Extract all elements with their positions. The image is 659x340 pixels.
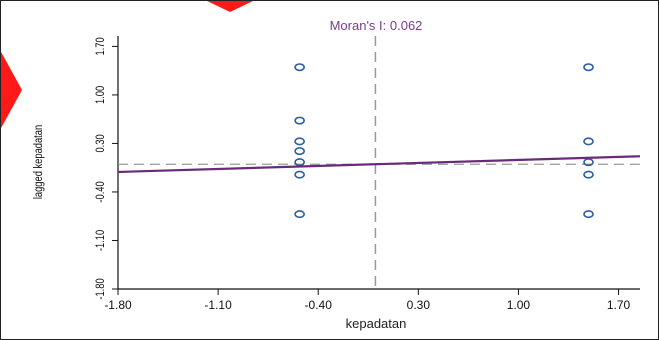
data-point: [294, 170, 305, 179]
x-tick-label: 1.70: [607, 298, 631, 312]
data-point: [294, 116, 305, 125]
x-tick-label: -1.10: [204, 298, 232, 312]
x-axis-label: kepadatan: [346, 316, 407, 331]
corner-mark-top: [205, 0, 255, 12]
y-tick-label: 0.30: [94, 134, 107, 152]
x-tick-label: 0.30: [407, 298, 431, 312]
x-tick-label: -0.40: [305, 298, 333, 312]
data-point: [294, 158, 305, 167]
y-tick-label: -1.10: [94, 230, 107, 251]
y-tick-label: -1.80: [94, 278, 107, 299]
data-point: [294, 63, 305, 72]
regression-line: [118, 155, 640, 174]
y-axis-label: lagged kepadatan: [32, 125, 45, 199]
data-point: [583, 210, 594, 219]
x-tick-label: 1.00: [507, 298, 531, 312]
y-tick-label: -0.40: [94, 181, 107, 202]
data-point: [583, 137, 594, 146]
data-point: [583, 170, 594, 179]
data-point: [583, 158, 594, 167]
chart-title: Moran's I: 0.062: [330, 18, 423, 33]
data-point: [583, 63, 594, 72]
data-points: [294, 63, 594, 219]
x-tick-label: -1.80: [104, 298, 132, 312]
x-axis-ticks: -1.80 -1.10 -0.40 0.30 1.00 1.70: [104, 289, 631, 312]
corner-mark-left: [0, 50, 22, 130]
data-point: [294, 210, 305, 219]
y-tick-label: 1.00: [94, 86, 107, 104]
data-point: [294, 137, 305, 146]
data-point: [294, 147, 305, 156]
y-axis-ticks: -1.80 -1.10 -0.40 0.30 1.00 1.70: [94, 37, 118, 300]
y-tick-label: 1.70: [94, 37, 107, 55]
